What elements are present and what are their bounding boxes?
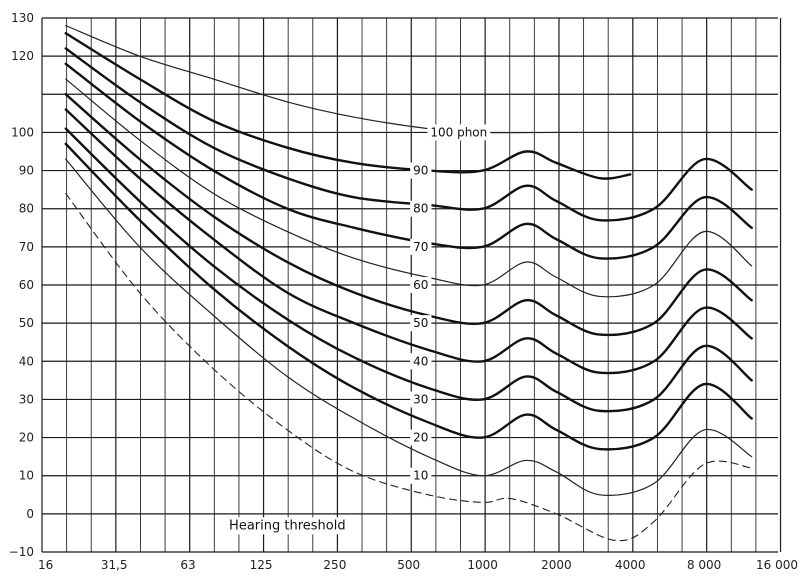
- curve-30: [64, 127, 753, 413]
- curve-label: 80: [413, 202, 428, 216]
- y-tick-label: 120: [11, 49, 34, 63]
- curve-40: [64, 108, 753, 375]
- curve-90: [64, 32, 632, 180]
- curve-20: [64, 142, 753, 451]
- x-tick-label: 16: [38, 558, 53, 572]
- y-tick-label: 100: [11, 125, 34, 139]
- curve-label: 100 phon: [430, 125, 487, 139]
- curve-label: 50: [413, 316, 428, 330]
- curve-hearing-threshold: [65, 192, 753, 542]
- curve-label-background: [410, 429, 432, 446]
- curve-label: 70: [413, 240, 428, 254]
- curve-70: [64, 62, 753, 260]
- x-tick-label: 8 000: [687, 558, 721, 572]
- curve-label-background: [410, 162, 432, 179]
- y-tick-label: 70: [19, 240, 34, 254]
- y-tick-label: 50: [19, 316, 34, 330]
- x-axis-ticks: 16 31,5 63 125 250 500 1000 2000 4000 8 000 16 000: [38, 558, 798, 572]
- y-tick-label: 60: [19, 278, 34, 292]
- y-tick-label: 80: [19, 202, 34, 216]
- x-tick-label: 1000: [467, 558, 498, 572]
- curve-10: [65, 158, 753, 496]
- x-tick-label: 500: [397, 558, 420, 572]
- curve-label: 20: [413, 431, 428, 445]
- curve-label-background: [410, 277, 432, 293]
- y-tick-label: 130: [11, 11, 34, 25]
- x-tick-label: 2000: [541, 558, 572, 572]
- y-tick-label: 10: [19, 469, 34, 483]
- curve-80: [64, 47, 753, 222]
- curve-100-phon: [65, 25, 753, 134]
- curve-label: 60: [413, 278, 428, 292]
- y-tick-label: 20: [19, 431, 34, 445]
- curve-label: 90: [413, 164, 428, 178]
- y-tick-label: 40: [19, 354, 34, 368]
- curve-label: Hearing threshold: [229, 518, 346, 533]
- x-tick-label: 250: [323, 558, 346, 572]
- y-tick-label: 90: [19, 164, 34, 178]
- curve-label-background: [410, 353, 432, 370]
- y-tick-label: 0: [26, 507, 34, 521]
- labels-layer: 100 phon 90 80 70 60 50 40 30 20 10 Hearing thresh…: [226, 124, 491, 535]
- x-tick-label: 4000: [615, 558, 646, 572]
- x-tick-label: 31,5: [101, 558, 128, 572]
- curve-label: 30: [413, 392, 428, 406]
- curve-50: [64, 93, 753, 337]
- x-tick-label: 16 000: [756, 558, 798, 572]
- curve-60: [65, 78, 753, 298]
- y-axis-ticks: −10 0 10 20 30 40 50 60 70 80 90 100 120 130: [9, 11, 34, 559]
- curve-label-background: [226, 517, 349, 535]
- curve-label-background: [427, 124, 491, 141]
- x-tick-label: 63: [180, 558, 195, 572]
- curve-label: 10: [413, 469, 428, 483]
- curve-label: 40: [413, 354, 428, 368]
- curves-layer: [64, 25, 753, 542]
- x-tick-label: 125: [250, 558, 273, 572]
- y-tick-label: −10: [9, 545, 34, 559]
- curve-label-background: [410, 238, 432, 255]
- curve-label-background: [410, 315, 432, 332]
- curve-label-background: [410, 467, 432, 484]
- y-tick-label: 30: [19, 392, 34, 406]
- curve-label-background: [410, 200, 432, 217]
- curve-label-background: [410, 391, 432, 408]
